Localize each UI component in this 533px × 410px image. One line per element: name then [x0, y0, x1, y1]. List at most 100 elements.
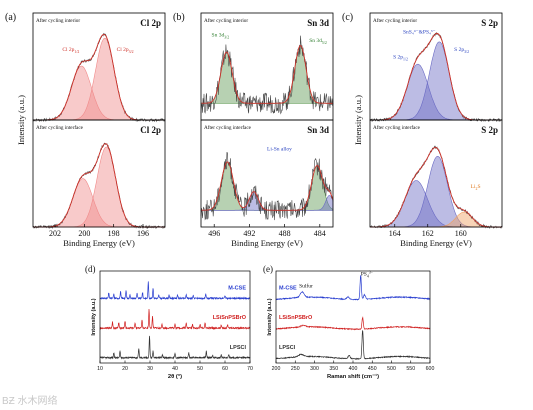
series-label: M-CSE — [279, 285, 297, 291]
peak-fill — [370, 41, 502, 121]
raw-spectrum — [200, 152, 334, 221]
peak-annotation: Sn 3d3/2 — [212, 32, 230, 39]
panel-label: (c) — [342, 12, 353, 23]
fit-envelope — [370, 146, 502, 228]
x-tick-label: 198 — [108, 229, 120, 238]
peak-fill — [33, 146, 165, 228]
x-axis-label: Binding Energy (eV) — [400, 238, 472, 248]
subplot-label: After cycling interface — [373, 124, 421, 131]
x-tick-label: 202 — [49, 229, 61, 238]
x-axis-label: Raman shift (cm⁻¹) — [327, 373, 379, 380]
peak-annotation: Li-Sn alloy — [267, 147, 292, 153]
series-label: LPSCl — [279, 345, 296, 351]
x-tick-label: 250 — [291, 366, 300, 372]
series-line — [99, 335, 251, 360]
subplot-interior: After cycling interior Sn 3d Sn 3d3/2 Sn 3d… — [200, 12, 334, 121]
series-label: LSiSnPSBrO — [213, 315, 247, 321]
x-tick-label: 492 — [243, 229, 255, 238]
x-tick-label: 350 — [329, 366, 338, 372]
y-axis-label: Intensity (a.u.) — [353, 95, 363, 145]
peak-fill — [370, 156, 502, 228]
plot-frame — [369, 119, 503, 228]
x-tick-label: 20 — [122, 366, 128, 372]
peak-fill — [200, 51, 334, 104]
subplot-label: After cycling interior — [204, 17, 248, 24]
subplot-label: After cycling interface — [204, 124, 252, 131]
peak-annotation: PS43− — [361, 270, 373, 278]
series-line — [99, 308, 251, 331]
x-tick-label: 500 — [387, 366, 396, 372]
x-tick-label: 164 — [389, 229, 401, 238]
panel-label: (a) — [5, 12, 16, 23]
subplot-label: After cycling interface — [36, 124, 84, 131]
panel-e: (e) M-CSE LSiSnPSBrO LPSCl 200 250 300 350 400 45… — [263, 264, 434, 380]
subplot-label: After cycling interior — [373, 17, 417, 24]
element-label: Cl 2p — [140, 125, 161, 135]
y-axis-label: Intensity (a.u.) — [91, 298, 97, 335]
panel-b: (b) After cycling interior Sn 3d Sn 3d3/2 Sn… — [173, 12, 334, 248]
subplot-interior: After cycling interior S 2p SnS₄⁴⁻&PS₄³⁻ S … — [369, 12, 503, 123]
subplot-interior: After cycling interior Cl 2p Cl 2p1/2 Cl 2p… — [32, 12, 166, 123]
raw-spectrum — [200, 35, 334, 115]
x-tick-label: 30 — [147, 366, 153, 372]
x-tick-label: 160 — [455, 229, 467, 238]
peak-annotation: Cl 2p3/2 — [117, 47, 134, 54]
x-tick-label: 60 — [222, 366, 228, 372]
x-tick-label: 50 — [197, 366, 203, 372]
x-tick-label: 550 — [406, 366, 415, 372]
element-label: S 2p — [481, 18, 498, 28]
x-tick-label: 196 — [137, 229, 149, 238]
peak-annotation: Li2S — [471, 184, 481, 191]
series-line — [275, 329, 431, 360]
element-label: Sn 3d — [307, 18, 329, 28]
panel-d: (d) M-CSE LSiSnPSBrO LPSCl 10 20 30 40 50 60 70 2θ … — [85, 264, 253, 380]
series-label: LSiSnPSBrO — [279, 315, 313, 321]
peak-annotation: S 2p1/2 — [393, 55, 408, 62]
peak-annotation: S 2p3/2 — [454, 47, 469, 54]
subplot-interface: After cycling interface S 2p Li2S — [369, 119, 503, 229]
panel-label: (e) — [263, 264, 273, 274]
x-tick-label: 600 — [426, 366, 435, 372]
subplot-interface: After cycling interface Sn 3d Li-Sn alloy — [200, 119, 334, 228]
x-tick-label: 40 — [172, 366, 178, 372]
x-tick-label: 450 — [368, 366, 377, 372]
series-line — [275, 275, 431, 301]
series-label: M-CSE — [228, 285, 246, 291]
element-label: Sn 3d — [307, 125, 329, 135]
watermark-logo: BƵ 水木网络 — [2, 392, 58, 407]
panel-a: (a) After cycling interior Cl 2p Cl 2p1/2 Cl… — [5, 12, 166, 248]
peak-annotation: Cl 2p1/2 — [62, 47, 79, 54]
series-label: LPSCl — [230, 345, 247, 351]
x-tick-label: 488 — [279, 229, 291, 238]
x-axis-label: 2θ (°) — [168, 374, 182, 380]
plot-frame — [200, 119, 334, 228]
x-tick-label: 200 — [78, 229, 90, 238]
x-tick-label: 70 — [247, 366, 253, 372]
fit-envelope — [201, 161, 334, 211]
peak-annotation: Sulfur — [299, 282, 313, 289]
x-tick-label: 162 — [422, 229, 434, 238]
fit-envelope — [200, 45, 333, 104]
panel-label: (d) — [85, 264, 96, 274]
y-axis-label: Intensity (a.u.) — [267, 298, 273, 335]
peak-annotation: Sn 3d5/2 — [309, 38, 327, 45]
x-axis-label: Binding Energy (eV) — [231, 238, 303, 248]
panel-label: (b) — [173, 12, 185, 23]
plot-frame — [32, 119, 166, 228]
x-axis-label: Binding Energy (eV) — [63, 238, 135, 248]
x-tick-label: 496 — [208, 229, 220, 238]
panel-c: (c) After cycling interior S 2p SnS₄⁴⁻&PS₄³… — [342, 12, 503, 248]
element-label: S 2p — [481, 125, 498, 135]
element-label: Cl 2p — [140, 18, 161, 28]
watermark-text: BƵ 水木网络 — [2, 396, 58, 407]
y-axis-label: Intensity (a.u.) — [16, 95, 26, 145]
subplot-label: After cycling interior — [36, 17, 80, 24]
peak-fill — [33, 37, 165, 121]
x-tick-label: 300 — [310, 366, 319, 372]
raw-spectrum — [369, 145, 502, 229]
series-line — [99, 281, 251, 301]
x-tick-label: 200 — [272, 366, 281, 372]
x-tick-label: 10 — [97, 366, 103, 372]
series-line — [275, 316, 431, 331]
